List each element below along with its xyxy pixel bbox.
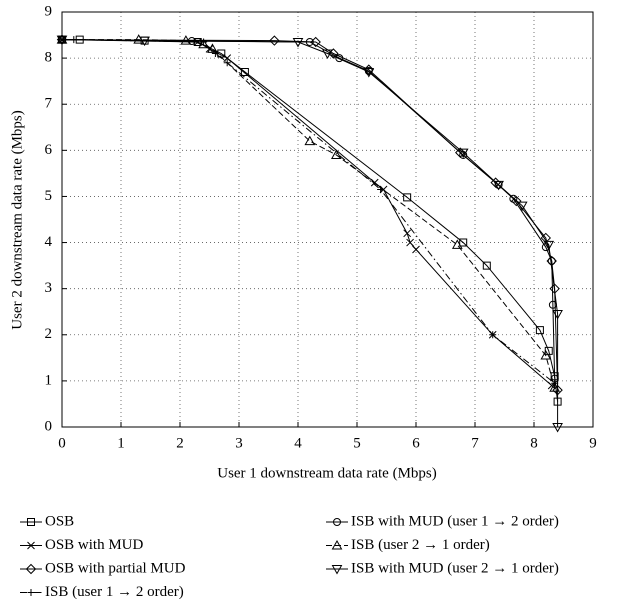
legend-label: OSB with partial MUD	[45, 560, 186, 576]
legend-marker	[25, 563, 37, 575]
y-tick-label: 4	[45, 234, 53, 250]
data-point	[75, 35, 84, 44]
y-axis-label: User 2 downstream data rate (Mbps)	[9, 110, 25, 330]
data-point	[403, 193, 412, 202]
y-tick-label: 0	[45, 418, 53, 434]
data-point	[269, 35, 280, 46]
x-axis-label: User 1 downstream data rate (Mbps)	[217, 465, 437, 481]
data-point	[552, 423, 563, 433]
x-tick-label: 9	[589, 435, 597, 451]
data-point	[403, 229, 412, 238]
legend-marker	[333, 518, 342, 526]
data-point	[58, 36, 66, 44]
data-point	[543, 240, 555, 251]
series-line	[61, 39, 559, 391]
series-line	[61, 39, 559, 427]
data-point	[459, 150, 468, 159]
legend-marker	[27, 589, 35, 596]
series-line	[62, 39, 559, 402]
legend-label: ISB (user 1 → 2 order)	[45, 584, 184, 600]
x-tick-label: 1	[117, 435, 125, 451]
data-point	[330, 149, 342, 159]
legend-label: ISB with MUD (user 2 → 1 order)	[351, 560, 559, 576]
legend-marker	[331, 539, 343, 550]
series-line	[61, 39, 553, 386]
data-point	[535, 326, 544, 335]
y-tick-label: 8	[45, 50, 53, 66]
data-point	[370, 178, 379, 187]
y-tick-label: 6	[45, 142, 53, 158]
legend-marker	[331, 565, 343, 575]
legend-label: OSB with MUD	[45, 537, 144, 553]
x-tick-label: 3	[235, 435, 243, 451]
legend-label: OSB	[45, 513, 74, 529]
x-tick-label: 2	[176, 435, 184, 451]
data-point	[551, 379, 559, 387]
y-tick-label: 7	[45, 96, 53, 112]
x-tick-label: 7	[471, 435, 479, 451]
data-point	[406, 238, 414, 247]
legend-label: ISB (user 2 → 1 order)	[351, 537, 490, 553]
data-point	[482, 261, 491, 270]
data-point	[511, 195, 522, 207]
data-point	[516, 201, 528, 212]
y-tick-label: 2	[45, 326, 53, 342]
data-point	[70, 36, 78, 44]
data-point	[489, 331, 497, 339]
data-point	[553, 397, 562, 406]
data-point	[198, 38, 209, 49]
series-line	[61, 39, 556, 379]
y-tick-label: 3	[45, 280, 53, 296]
x-tick-label: 0	[58, 435, 66, 451]
x-tick-label: 6	[412, 435, 420, 451]
data-point	[457, 148, 469, 159]
data-point	[223, 59, 231, 67]
data-point	[139, 36, 150, 47]
legend-marker	[27, 541, 35, 550]
legend-marker	[27, 518, 35, 526]
x-tick-label: 8	[530, 435, 538, 451]
data-point	[451, 239, 463, 249]
data-point	[493, 180, 504, 191]
x-tick-label: 4	[294, 435, 302, 451]
y-tick-label: 5	[45, 188, 53, 204]
data-point	[412, 245, 420, 254]
data-point	[304, 135, 316, 146]
data-point	[322, 49, 333, 60]
series-line	[62, 39, 556, 388]
data-point	[377, 186, 385, 194]
plot-frame	[61, 11, 594, 428]
legend-label: ISB with MUD (user 1 → 2 order)	[351, 513, 559, 529]
data-point	[211, 50, 219, 57]
data-point	[200, 38, 208, 46]
x-tick-label: 5	[353, 435, 361, 451]
series-line	[62, 39, 555, 384]
data-point	[363, 67, 375, 78]
y-tick-label: 9	[45, 3, 53, 19]
data-point	[552, 310, 563, 320]
data-point	[540, 350, 552, 360]
y-tick-label: 1	[45, 372, 53, 388]
data-point	[455, 147, 466, 158]
data-point	[292, 37, 304, 48]
data-point	[494, 180, 503, 189]
data-point	[310, 36, 321, 48]
